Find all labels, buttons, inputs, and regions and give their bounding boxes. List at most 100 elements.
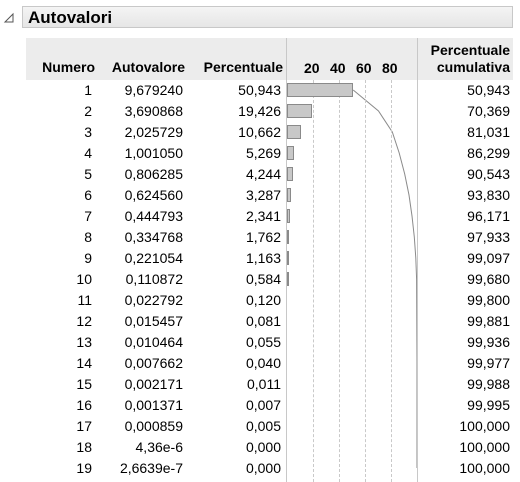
table-row[interactable]: 12 0,015457 0,081 99,881 (26, 311, 513, 331)
column-header-numero[interactable]: Numero (26, 38, 95, 80)
table-header-band (26, 38, 513, 80)
cell-percentuale: 2,341 (245, 208, 281, 224)
report-title-bar[interactable] (22, 6, 513, 28)
cumulative-percent-line (352, 89, 417, 468)
table-row[interactable]: 6 0,624560 3,287 93,830 (26, 185, 513, 205)
report-outline-header: Autovalori (0, 6, 513, 30)
cell-cumulativa: 90,543 (467, 166, 510, 182)
column-header-percentuale-label: Percentuale (203, 59, 283, 75)
cell-numero: 16 (76, 397, 92, 413)
cell-autovalore: 0,015457 (124, 313, 183, 329)
cell-numero: 9 (84, 250, 92, 266)
cell-percentuale: 5,269 (245, 145, 281, 161)
cell-autovalore: 9,679240 (124, 82, 183, 98)
cell-autovalore: 0,221054 (124, 250, 183, 266)
cell-numero: 12 (76, 313, 92, 329)
percent-bar-chart (286, 80, 418, 482)
cell-cumulativa: 96,171 (467, 208, 510, 224)
table-row[interactable]: 3 2,025729 10,662 81,031 (26, 122, 513, 142)
cell-numero: 11 (77, 292, 92, 308)
cell-numero: 8 (84, 229, 92, 245)
percent-bar (287, 251, 289, 265)
cell-cumulativa: 97,933 (467, 229, 510, 245)
cell-cumulativa: 99,988 (467, 376, 510, 392)
cell-percentuale: 0,005 (245, 418, 281, 434)
cumulativa-label-line1: Percentuale (430, 42, 510, 58)
table-row[interactable]: 16 0,001371 0,007 99,995 (26, 395, 513, 415)
cell-autovalore: 0,002171 (124, 376, 183, 392)
cell-autovalore: 0,022792 (124, 292, 183, 308)
table-row[interactable]: 18 4,36e-6 0,000 100,000 (26, 437, 513, 457)
cell-numero: 14 (76, 355, 92, 371)
table-row[interactable]: 1 9,679240 50,943 50,943 (26, 80, 513, 100)
cell-autovalore: 4,36e-6 (135, 439, 183, 455)
table-row[interactable]: 19 2,6639e-7 0,000 100,000 (26, 458, 513, 478)
cell-cumulativa: 99,800 (467, 292, 510, 308)
table-row[interactable]: 8 0,334768 1,762 97,933 (26, 227, 513, 247)
cell-percentuale: 50,943 (238, 82, 281, 98)
column-header-autovalore[interactable]: Autovalore (95, 38, 185, 80)
gridline (391, 80, 392, 482)
cumulativa-label-line2: cumulativa (436, 59, 510, 75)
percent-bar (287, 230, 290, 244)
column-header-cumulativa[interactable]: Percentuale cumulativa (418, 38, 510, 80)
cell-autovalore: 2,025729 (124, 124, 183, 140)
table-row[interactable]: 5 0,806285 4,244 90,543 (26, 164, 513, 184)
cell-percentuale: 1,762 (245, 229, 281, 245)
cell-percentuale: 0,000 (245, 439, 281, 455)
cell-numero: 18 (76, 439, 92, 455)
column-header-numero-label: Numero (42, 59, 95, 75)
cell-percentuale: 3,287 (245, 187, 281, 203)
cell-numero: 5 (84, 166, 92, 182)
cell-autovalore: 0,010464 (124, 334, 183, 350)
cell-numero: 13 (76, 334, 92, 350)
cell-numero: 19 (76, 460, 92, 476)
gridline (313, 80, 314, 482)
cell-percentuale: 0,055 (245, 334, 281, 350)
percent-bar (287, 146, 294, 160)
cell-numero: 3 (84, 124, 92, 140)
x-tick-label: 40 (330, 60, 346, 76)
cell-cumulativa: 100,000 (459, 439, 510, 455)
cell-autovalore: 0,110872 (125, 271, 183, 287)
cell-autovalore: 3,690868 (124, 103, 183, 119)
cell-percentuale: 1,163 (245, 250, 281, 266)
cell-numero: 1 (84, 82, 92, 98)
cumulative-curve (352, 89, 417, 468)
cell-cumulativa: 99,097 (467, 250, 510, 266)
percent-bar (287, 272, 289, 286)
bar-chart-header: 20 40 60 80 (286, 38, 418, 80)
x-tick-label: 80 (382, 60, 398, 76)
cell-autovalore: 1,001050 (124, 145, 183, 161)
table-row[interactable]: 17 0,000859 0,005 100,000 (26, 416, 513, 436)
table-row[interactable]: 11 0,022792 0,120 99,800 (26, 290, 513, 310)
x-tick-label: 60 (356, 60, 372, 76)
cell-numero: 4 (84, 145, 92, 161)
cell-percentuale: 19,426 (238, 103, 281, 119)
cell-percentuale: 10,662 (238, 124, 281, 140)
table-row[interactable]: 14 0,007662 0,040 99,977 (26, 353, 513, 373)
cell-percentuale: 0,081 (245, 313, 281, 329)
eigenvalue-table: Numero Autovalore Percentuale 20 40 60 80 P… (26, 38, 513, 482)
table-row[interactable]: 9 0,221054 1,163 99,097 (26, 248, 513, 268)
table-row[interactable]: 4 1,001050 5,269 86,299 (26, 143, 513, 163)
table-row[interactable]: 2 3,690868 19,426 70,369 (26, 101, 513, 121)
gridline (339, 80, 340, 482)
cell-numero: 2 (84, 103, 92, 119)
cell-cumulativa: 70,369 (467, 103, 510, 119)
table-row[interactable]: 13 0,010464 0,055 99,936 (26, 332, 513, 352)
column-header-percentuale[interactable]: Percentuale (185, 38, 283, 80)
table-row[interactable]: 10 0,110872 0,584 99,680 (26, 269, 513, 289)
column-header-autovalore-label: Autovalore (111, 59, 185, 75)
percent-bar (287, 83, 354, 97)
disclosure-triangle-icon[interactable] (0, 7, 18, 29)
cell-autovalore: 0,624560 (124, 187, 183, 203)
percent-bar (287, 104, 313, 118)
table-row[interactable]: 7 0,444793 2,341 96,171 (26, 206, 513, 226)
cell-cumulativa: 99,936 (467, 334, 510, 350)
cell-cumulativa: 93,830 (467, 187, 510, 203)
cell-percentuale: 0,040 (245, 355, 281, 371)
cell-percentuale: 0,007 (245, 397, 281, 413)
table-row[interactable]: 15 0,002171 0,011 99,988 (26, 374, 513, 394)
cell-autovalore: 0,007662 (124, 355, 183, 371)
